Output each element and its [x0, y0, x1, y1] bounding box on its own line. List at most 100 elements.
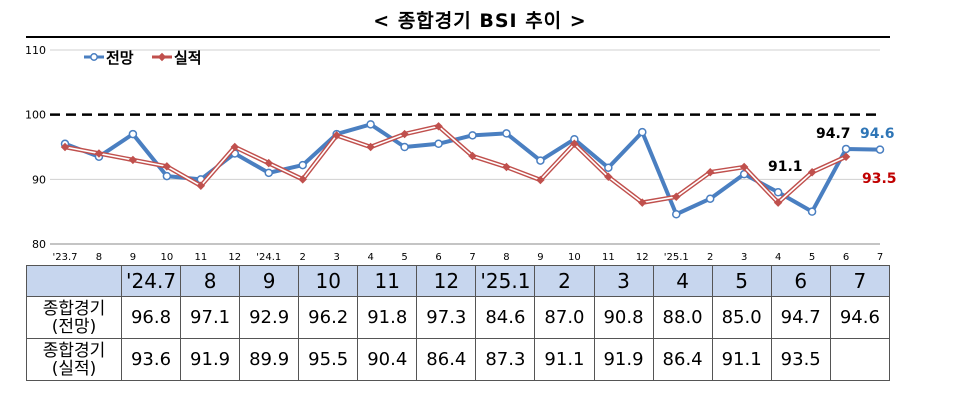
- forecast-point: [468, 131, 477, 140]
- table-cell: 89.9: [239, 338, 300, 381]
- x-tick-label: 2: [300, 252, 306, 263]
- column-header: 2: [534, 265, 595, 297]
- table-header-row: '24.7 8 9 10 11 12'25.1 2 3 4 5 6 7: [26, 265, 891, 297]
- table-cell: 93.5: [770, 338, 831, 381]
- x-tick-label: 7: [469, 252, 475, 263]
- actual-point: [298, 175, 307, 184]
- column-header: 5: [711, 265, 772, 297]
- table-cell: 91.1: [534, 338, 595, 381]
- actual-point: [94, 149, 104, 158]
- table-cell: 97.1: [180, 296, 241, 339]
- data-annotation: 93.5: [862, 171, 897, 187]
- column-header: 10: [298, 265, 359, 297]
- table-cell: 90.8: [593, 296, 654, 339]
- table-cell: 96.8: [120, 296, 182, 339]
- forecast-point: [604, 163, 613, 172]
- actual-point: [230, 142, 240, 152]
- forecast-point: [434, 139, 443, 149]
- actual-point: [366, 142, 375, 152]
- forecast-point: [875, 145, 885, 154]
- series-line-actual-inner: [64, 125, 847, 204]
- table-cell: 84.6: [475, 296, 536, 339]
- table-cell: 87.3: [475, 338, 536, 381]
- column-header: 8: [180, 265, 241, 297]
- line-chart: 80 90 100 110 '23.7 8 9 10 11 12 '24.1 2 3 4 5 6 7 8 9 10 11…: [25, 44, 897, 263]
- table-cell: 91.1: [711, 338, 772, 381]
- actual-point: [332, 131, 341, 140]
- table-cell: 96.2: [298, 296, 359, 339]
- x-tick-label: 2: [707, 252, 713, 263]
- x-tick-label: 5: [809, 252, 815, 263]
- table-cell: 97.3: [416, 296, 477, 339]
- x-tick-label: '24.1: [256, 252, 281, 263]
- column-header: 7: [829, 265, 891, 297]
- x-tick-label: 12: [228, 252, 241, 263]
- table-corner-cell: [26, 265, 122, 297]
- x-tick-label: 8: [503, 252, 509, 263]
- column-header: '24.7: [120, 265, 182, 297]
- x-tick-label: 12: [636, 252, 649, 263]
- actual-point: [162, 162, 172, 171]
- table-cell: 88.0: [652, 296, 713, 339]
- forecast-point: [162, 171, 172, 181]
- table-cell: 87.0: [534, 296, 595, 339]
- forecast-point: [638, 127, 647, 137]
- forecast-point: [705, 194, 715, 203]
- data-annotation: 91.1: [768, 159, 803, 175]
- x-tick-label: 8: [96, 252, 102, 263]
- table-cell: [829, 338, 891, 381]
- x-tick-label: 4: [367, 252, 373, 263]
- x-tick-label: '25.1: [664, 252, 689, 263]
- table-cell: 95.5: [298, 338, 359, 381]
- table-cell: 91.9: [180, 338, 241, 381]
- column-header: 12: [416, 265, 477, 297]
- column-header: 11: [357, 265, 418, 297]
- chart-title: < 종합경기 BSI 추이 >: [373, 10, 587, 32]
- forecast-point: [264, 168, 273, 178]
- title-rule: [26, 36, 890, 38]
- row-label: 종합경기 (실적): [26, 338, 122, 381]
- legend-actual-label: 실적: [174, 49, 202, 67]
- x-tick-label: 3: [741, 252, 747, 263]
- data-table: '24.7 8 9 10 11 12'25.1 2 3 4 5 6 7 종합경기 (전망) 96.8 97.…: [26, 265, 891, 381]
- forecast-point: [536, 156, 545, 165]
- table-row: 종합경기 (실적) 93.6 91.9 89.9 95.5 90.4 86.4 87.3 91.…: [26, 338, 891, 381]
- forecast-point: [841, 144, 851, 154]
- actual-point: [196, 181, 206, 191]
- table-cell: 86.4: [416, 338, 477, 381]
- data-annotation: 94.6: [860, 126, 895, 142]
- x-tick-label: 10: [568, 252, 581, 263]
- forecast-point: [298, 160, 307, 170]
- table-cell: 94.7: [770, 296, 831, 339]
- table-cell: 85.0: [711, 296, 772, 339]
- x-tick-label: 7: [877, 252, 883, 263]
- table-cell: 91.8: [357, 296, 418, 339]
- x-tick-label: 6: [843, 252, 849, 263]
- table-cell: 94.6: [829, 296, 891, 339]
- table-cell: 92.9: [239, 296, 300, 339]
- x-tick-label: 9: [537, 252, 543, 263]
- legend-forecast-marker: [90, 53, 98, 61]
- forecast-point: [502, 129, 511, 138]
- x-tick-label: 11: [194, 252, 207, 263]
- legend-forecast-label: 전망: [106, 49, 134, 67]
- x-tick-label: 10: [161, 252, 174, 263]
- column-header: 3: [593, 265, 654, 297]
- y-tick-label: 110: [25, 44, 46, 57]
- x-tick-label: 9: [130, 252, 136, 263]
- actual-point: [400, 129, 409, 139]
- actual-point: [60, 142, 70, 152]
- x-tick-label: '23.7: [52, 252, 77, 263]
- table-row: 종합경기 (전망) 96.8 97.1 92.9 96.2 91.8 97.3 84.6 87.…: [26, 296, 891, 339]
- x-tick-label: 4: [775, 252, 781, 263]
- actual-point: [502, 162, 511, 172]
- y-tick-label: 90: [32, 173, 46, 186]
- legend-actual-marker: [157, 52, 167, 62]
- x-tick-label: 5: [401, 252, 407, 263]
- actual-point: [468, 151, 477, 161]
- forecast-point: [366, 120, 375, 129]
- y-tick-label: 100: [25, 109, 46, 122]
- x-tick-label: 6: [435, 252, 441, 263]
- forecast-point: [672, 210, 681, 219]
- forecast-point: [400, 142, 409, 152]
